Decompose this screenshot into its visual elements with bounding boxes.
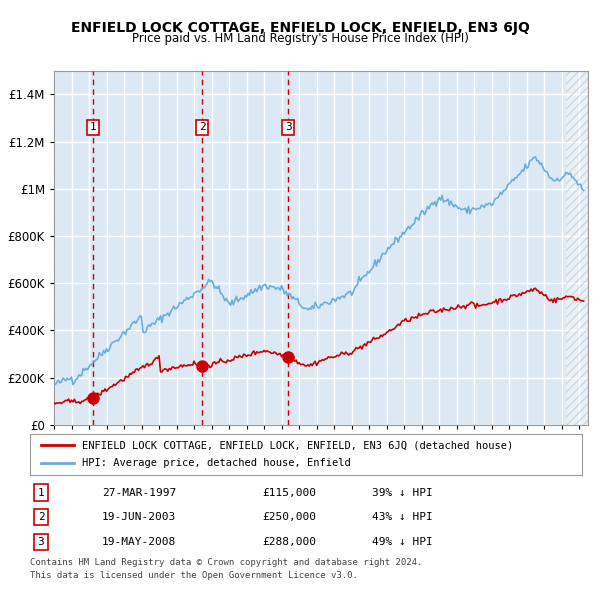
Text: This data is licensed under the Open Government Licence v3.0.: This data is licensed under the Open Gov… [30,571,358,579]
Text: 27-MAR-1997: 27-MAR-1997 [102,488,176,497]
Text: 43% ↓ HPI: 43% ↓ HPI [372,512,433,522]
Bar [566,71,588,425]
Text: 2: 2 [199,123,206,132]
Text: £288,000: £288,000 [262,537,316,547]
Text: 3: 3 [38,537,44,547]
Text: 19-MAY-2008: 19-MAY-2008 [102,537,176,547]
Text: Contains HM Land Registry data © Crown copyright and database right 2024.: Contains HM Land Registry data © Crown c… [30,558,422,566]
Text: 3: 3 [285,123,292,132]
Text: £250,000: £250,000 [262,512,316,522]
Text: Price paid vs. HM Land Registry's House Price Index (HPI): Price paid vs. HM Land Registry's House … [131,32,469,45]
Text: ENFIELD LOCK COTTAGE, ENFIELD LOCK, ENFIELD, EN3 6JQ: ENFIELD LOCK COTTAGE, ENFIELD LOCK, ENFI… [71,21,529,35]
Text: 2: 2 [38,512,44,522]
Text: ENFIELD LOCK COTTAGE, ENFIELD LOCK, ENFIELD, EN3 6JQ (detached house): ENFIELD LOCK COTTAGE, ENFIELD LOCK, ENFI… [82,440,514,450]
Text: 1: 1 [89,123,97,132]
Text: 39% ↓ HPI: 39% ↓ HPI [372,488,433,497]
Text: 19-JUN-2003: 19-JUN-2003 [102,512,176,522]
Text: £115,000: £115,000 [262,488,316,497]
Text: 1: 1 [38,488,44,497]
Text: HPI: Average price, detached house, Enfield: HPI: Average price, detached house, Enfi… [82,458,351,468]
Text: 49% ↓ HPI: 49% ↓ HPI [372,537,433,547]
